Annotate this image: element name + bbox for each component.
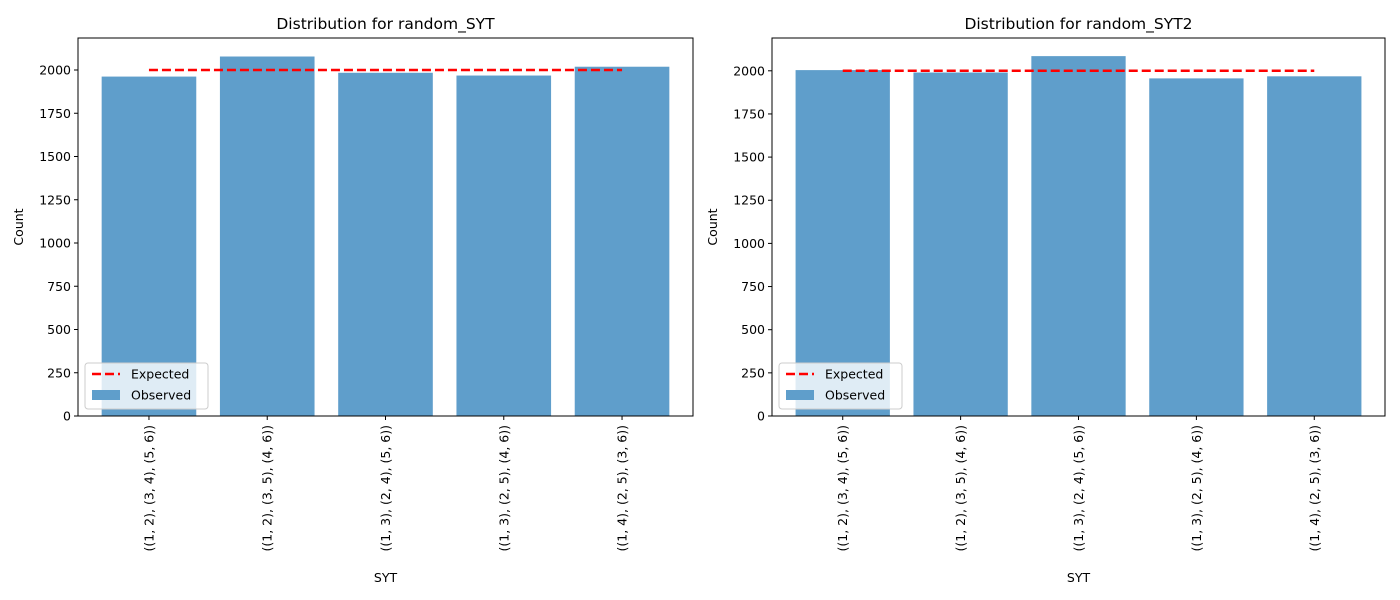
y-tick-label: 1250 (733, 193, 765, 208)
y-axis-label: Count (705, 208, 720, 245)
y-tick-label: 1500 (39, 149, 71, 164)
x-axis-label: SYT (374, 570, 398, 585)
legend-observed-label: Observed (825, 388, 885, 403)
x-tick-label: ((1, 3), (2, 5), (4, 6)) (1189, 425, 1204, 551)
y-tick-label: 1000 (733, 236, 765, 251)
y-axis-label: Count (11, 208, 26, 245)
bar-2 (913, 72, 1008, 417)
y-tick-label: 2000 (39, 63, 71, 78)
y-tick-label: 500 (47, 322, 71, 337)
bar-2 (219, 56, 315, 417)
x-tick-label: ((1, 3), (2, 4), (5, 6)) (378, 425, 393, 551)
y-tick-label: 1750 (39, 106, 71, 121)
chart-panel-2: 0 250 500 750 1000 1250 1500 1750 2000 ((1, 2), (… (705, 15, 1386, 585)
bar-5 (574, 66, 670, 416)
y-tick-label: 1000 (39, 236, 71, 251)
x-tick-label: ((1, 3), (2, 5), (4, 6)) (496, 425, 511, 551)
chart-title: Distribution for random_SYT (276, 15, 495, 34)
y-tick-label: 250 (47, 365, 71, 380)
chart-title: Distribution for random_SYT2 (964, 15, 1192, 34)
chart-panel-1: 0 250 500 750 1000 1250 1500 1750 2000 ((1, 2), (… (11, 15, 694, 585)
y-tick-label: 0 (757, 409, 765, 424)
legend: Expected Observed (778, 362, 903, 410)
legend-observed-swatch (786, 390, 814, 400)
y-tick-label: 0 (63, 409, 71, 424)
bar-1 (101, 76, 197, 416)
x-tick-label: ((1, 4), (2, 5), (3, 6)) (1307, 425, 1322, 551)
legend: Expected Observed (84, 362, 209, 410)
x-tick-label: ((1, 2), (3, 4), (5, 6)) (835, 425, 850, 551)
x-tick-label: ((1, 2), (3, 4), (5, 6)) (141, 425, 156, 551)
y-tick-label: 2000 (733, 63, 765, 78)
y-tick-label: 1250 (39, 192, 71, 207)
x-tick-label: ((1, 2), (3, 5), (4, 6)) (260, 425, 275, 551)
bar-5 (1267, 76, 1362, 416)
legend-expected-label: Expected (825, 367, 883, 382)
bar-1 (795, 70, 890, 416)
x-tick-label: ((1, 4), (2, 5), (3, 6)) (615, 425, 630, 551)
legend-observed-swatch (92, 390, 120, 400)
x-tick-label: ((1, 3), (2, 4), (5, 6)) (1071, 425, 1086, 551)
x-tick-label: ((1, 2), (3, 5), (4, 6)) (953, 425, 968, 551)
y-tick-label: 1500 (733, 150, 765, 165)
bar-3 (1031, 56, 1126, 416)
bar-4 (1149, 78, 1244, 416)
y-tick-label: 250 (741, 365, 765, 380)
y-tick-label: 1750 (733, 106, 765, 121)
bar-3 (338, 72, 433, 417)
legend-observed-label: Observed (131, 388, 191, 403)
y-tick-label: 750 (741, 279, 765, 294)
x-axis-label: SYT (1067, 570, 1091, 585)
bar-4 (456, 75, 552, 417)
legend-expected-label: Expected (131, 367, 189, 382)
y-tick-label: 750 (47, 279, 71, 294)
y-tick-label: 500 (741, 322, 765, 337)
